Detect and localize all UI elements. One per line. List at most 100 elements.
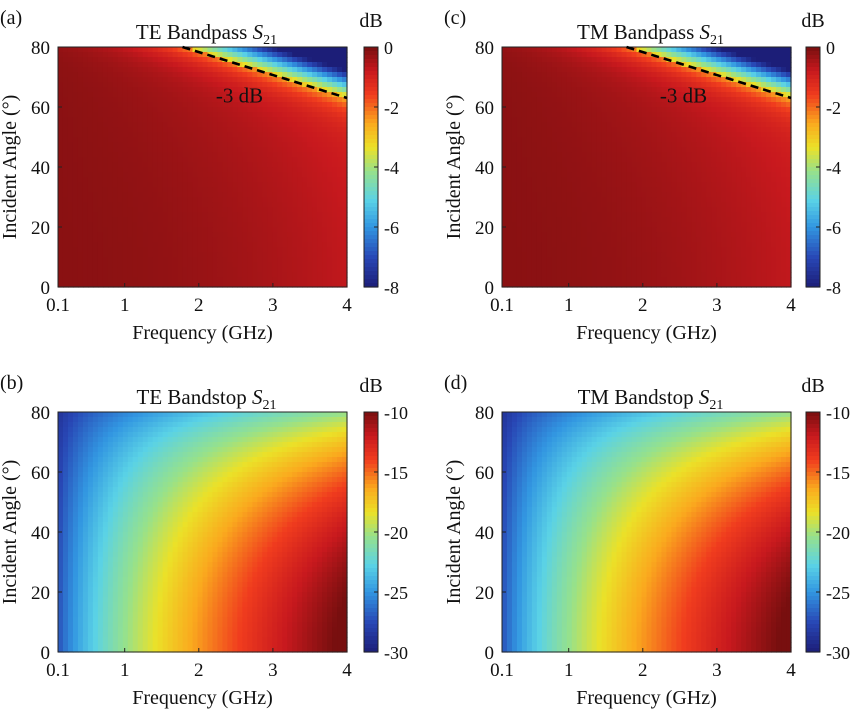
heatmap-cell	[122, 97, 129, 103]
heatmap-cell	[142, 187, 149, 193]
heatmap-cell	[187, 247, 194, 253]
heatmap-cell	[681, 107, 687, 113]
heatmap-cell	[202, 247, 209, 253]
heatmap-cell	[561, 97, 568, 103]
heatmap-cell	[566, 232, 573, 238]
heatmap-cell	[591, 262, 598, 268]
heatmap-cell	[646, 152, 653, 158]
heatmap-cell	[307, 97, 313, 103]
heatmap-cell	[212, 72, 219, 78]
heatmap-cell	[197, 187, 204, 193]
heatmap-cell	[616, 227, 623, 233]
heatmap-cell	[536, 222, 543, 228]
colorbar-swatch	[364, 79, 378, 84]
heatmap-cell	[536, 122, 543, 128]
heatmap-cell	[701, 192, 707, 198]
heatmap-cell	[192, 57, 199, 63]
heatmap-cell	[217, 247, 224, 253]
heatmap-cell	[576, 197, 583, 203]
heatmap-cell	[706, 227, 712, 233]
heatmap-cell	[112, 147, 119, 153]
heatmap-cell	[666, 282, 673, 288]
heatmap-cell	[621, 102, 628, 108]
heatmap-cell	[197, 57, 204, 63]
heatmap-cell	[147, 137, 154, 143]
heatmap-cell	[282, 207, 288, 213]
heatmap-cell	[621, 207, 628, 213]
heatmap-cell	[606, 152, 613, 158]
heatmap-cell	[107, 222, 114, 228]
heatmap-cell	[502, 242, 508, 248]
heatmap-cell	[312, 242, 318, 248]
heatmap-cell	[197, 142, 204, 148]
heatmap-cell	[212, 262, 219, 268]
heatmap-cell	[636, 77, 643, 83]
heatmap-cell	[122, 207, 129, 213]
heatmap-cell	[117, 192, 124, 198]
heatmap-cell	[202, 257, 209, 263]
heatmap-cell	[197, 267, 204, 273]
heatmap-cell	[187, 232, 194, 238]
heatmap-cell	[312, 132, 318, 138]
heatmap-cell	[117, 187, 124, 193]
heatmap-cell	[337, 82, 343, 88]
heatmap-cell	[272, 212, 278, 218]
colorbar-swatch	[364, 127, 378, 132]
heatmap-cell	[302, 192, 308, 198]
heatmap-cell	[187, 107, 194, 113]
heatmap-cell	[332, 62, 338, 68]
heatmap-cell	[516, 72, 523, 78]
heatmap-cell	[217, 217, 224, 223]
heatmap-cell	[222, 87, 229, 93]
heatmap-cell	[272, 177, 278, 183]
heatmap-cell	[531, 52, 538, 58]
heatmap-cell	[297, 137, 303, 143]
heatmap-cell	[312, 137, 318, 143]
heatmap-cell	[102, 102, 109, 108]
heatmap-cell	[606, 237, 613, 243]
heatmap-cell	[586, 227, 593, 233]
heatmap-cell	[606, 127, 613, 133]
heatmap-cell	[252, 237, 258, 243]
heatmap-cell	[581, 242, 588, 248]
heatmap-cell	[127, 77, 134, 83]
heatmap-cell	[561, 282, 568, 288]
heatmap-cell	[526, 282, 533, 288]
heatmap-cell	[232, 252, 238, 258]
heatmap-cell	[217, 192, 224, 198]
heatmap-cell	[142, 272, 149, 278]
heatmap-cell	[661, 247, 668, 253]
heatmap-cell	[202, 87, 209, 93]
heatmap-cell	[531, 157, 538, 163]
heatmap-cell	[272, 262, 278, 268]
heatmap-cell	[332, 217, 338, 223]
heatmap-cell	[292, 127, 298, 133]
heatmap-cell	[162, 222, 169, 228]
heatmap-cell	[177, 212, 184, 218]
heatmap-cell	[182, 257, 189, 263]
heatmap-cell	[551, 122, 558, 128]
heatmap-cell	[531, 167, 538, 173]
heatmap-cell	[317, 112, 323, 118]
heatmap-cell	[621, 282, 628, 288]
heatmap-cell	[576, 112, 583, 118]
heatmap-cell	[207, 242, 214, 248]
heatmap-cell	[157, 167, 164, 173]
heatmap-cell	[566, 57, 573, 63]
heatmap-cell	[686, 132, 692, 138]
heatmap-cell	[676, 162, 682, 168]
heatmap-cell	[112, 47, 119, 53]
heatmap-cell	[207, 192, 214, 198]
heatmap-cell	[581, 282, 588, 288]
heatmap-cell	[227, 222, 233, 228]
heatmap-cell	[212, 107, 219, 113]
heatmap-cell	[77, 152, 84, 158]
heatmap-cell	[242, 107, 248, 113]
heatmap-cell	[611, 72, 618, 78]
heatmap-cell	[561, 52, 568, 58]
heatmap-cell	[262, 127, 268, 133]
heatmap-cell	[267, 217, 273, 223]
heatmap-cell	[701, 107, 707, 113]
heatmap-cell	[521, 157, 528, 163]
heatmap-cell	[127, 132, 134, 138]
